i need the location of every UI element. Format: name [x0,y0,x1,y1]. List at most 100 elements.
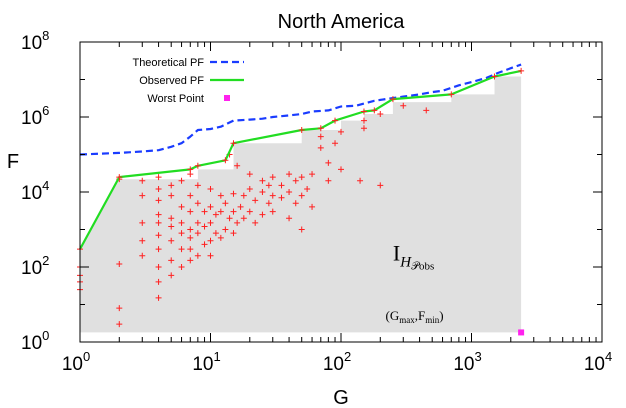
scatter-point [155,278,162,285]
scatter-point [155,174,162,181]
scatter-point [338,128,344,135]
scatter-point [178,246,185,253]
y-tick-label: 108 [21,28,49,54]
y-tick-exponent: 0 [42,328,49,343]
scatter-point [155,186,162,193]
scatter-point [298,226,305,233]
scatter-point [187,192,194,199]
observed-pf-marker [491,73,498,80]
scatter-point [360,117,367,124]
scatter-point [168,215,175,222]
scatter-point [139,192,146,199]
x-tick-label: 103 [453,349,481,375]
observed-pf-marker [332,117,339,124]
legend-label-worst: Worst Point [147,93,204,105]
scatter-point [187,208,194,215]
scatter-point [178,264,185,270]
y-tick-label: 102 [21,253,49,279]
observed-pf-marker [448,91,455,98]
scatter-point [278,194,285,201]
scatter-point [269,192,276,199]
y-tick-label: 106 [21,103,49,129]
scatter-point [201,241,208,248]
scatter-point [178,177,185,184]
observed-pf-marker [187,166,194,173]
observed-pf-marker [317,125,324,132]
scatter-point [240,192,247,199]
scatter-point [252,197,259,204]
scatter-point [259,189,266,195]
feasible-region [80,70,522,333]
scatter-point [116,305,123,312]
scatter-point [201,208,208,215]
observed-pf-marker [230,140,237,147]
scatter-point [217,192,224,199]
scatter-point [155,264,162,270]
worst-label-g-sub: max [399,315,415,325]
scatter-point [325,159,332,166]
scatter-point [168,223,175,230]
scatter-point [139,252,146,259]
x-tick-exponent: 0 [83,349,90,364]
region-annotation: IH𝒫obs [393,240,434,272]
worst-point-annotation: (Gmax,Fmin) [386,308,444,325]
scatter-point [246,208,253,215]
scatter-point [178,230,185,237]
scatter-point [317,144,324,151]
scatter-point [309,171,316,178]
x-tick-label: 104 [584,349,612,375]
scatter-point [309,203,316,210]
x-tick-exponent: 3 [474,349,481,364]
y-tick-exponent: 6 [42,103,49,118]
scatter-point [317,133,324,140]
scatter-point [298,192,305,199]
scatter-point [265,182,272,189]
scatter-point [423,107,430,114]
scatter-point [400,102,407,109]
scatter-point [187,226,194,233]
scatter-point [187,234,194,241]
scatter-point [240,215,247,222]
x-tick-label: 101 [192,349,220,375]
y-tick-label: 104 [21,178,49,204]
worst-label-sep: , [415,308,418,323]
scatter-point [178,203,185,210]
scatter-point [222,226,229,233]
observed-pf-marker [518,67,525,74]
observed-pf-marker [389,96,396,103]
x-tick-exponent: 2 [344,349,351,364]
scatter-point [212,230,219,237]
legend-swatch-worst [224,95,230,101]
observed-pf-marker [222,157,229,164]
legend-label-observed: Observed PF [139,75,204,87]
scatter-point [194,230,201,237]
scatter-point [116,261,123,268]
scatter-point [377,182,384,189]
scatter-point [155,211,162,218]
scatter-point [360,125,367,132]
scatter-point [226,215,233,222]
scatter-point [246,171,253,178]
scatter-point [338,166,344,173]
scatter-point [207,186,214,193]
scatter-point [168,237,175,244]
scatter-point [155,232,162,239]
scatter-point [269,174,276,181]
observed-pf-marker [194,162,201,169]
observed-pf-marker [298,127,305,134]
scatter-point [332,140,339,147]
worst-label-f: F [418,308,425,323]
scatter-point [286,189,293,195]
scatter-point [168,192,175,199]
scatter-point [252,219,259,226]
scatter-point [259,177,266,184]
scatter-point [234,219,241,226]
scatter-point [155,246,162,253]
scatter-point [217,208,224,215]
scatter-point [194,252,201,259]
region-annotation-subscript: H [399,254,412,270]
scatter-point [168,272,175,279]
worst-label-g: G [390,308,399,323]
x-tick-label: 100 [62,349,90,375]
legend: Theoretical PF Observed PF Worst Point [132,57,244,105]
